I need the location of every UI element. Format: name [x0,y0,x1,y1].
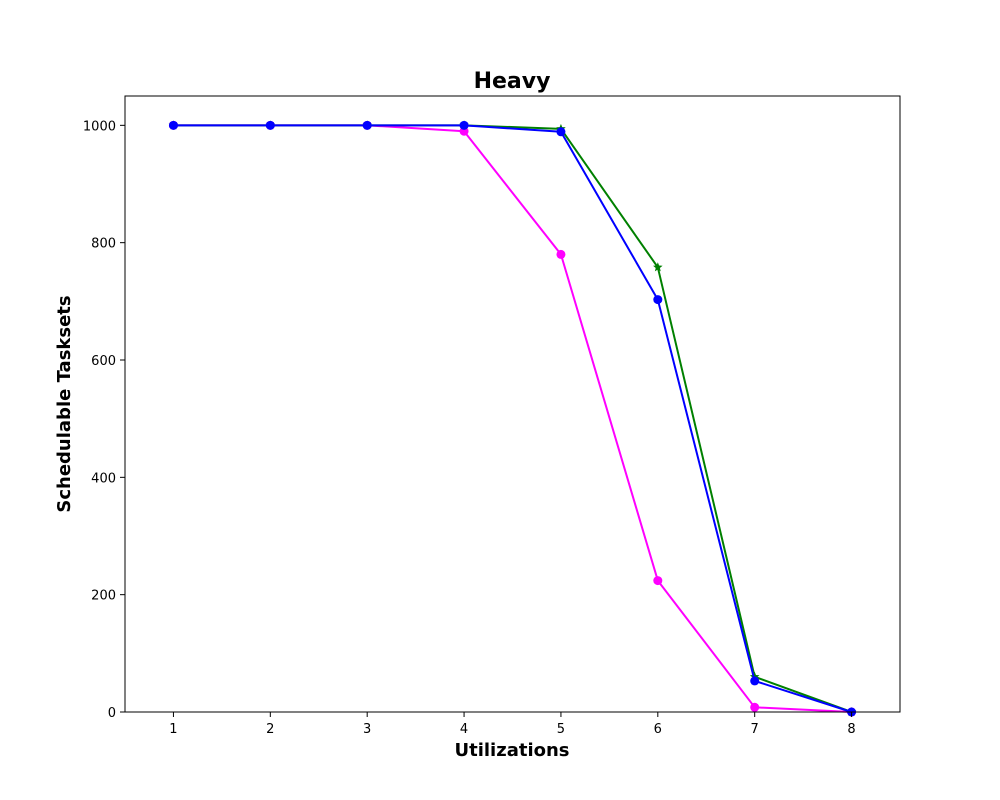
x-tick-label: 4 [460,722,468,737]
data-point-star [653,262,663,272]
data-point [168,120,178,130]
data-point [556,249,566,259]
chart-title: Heavy [474,69,551,94]
series-line [173,124,852,713]
data-point [750,702,760,712]
x-tick-label: 3 [363,722,371,737]
data-point [653,576,663,586]
x-tick-label: 7 [751,722,759,737]
x-tick-label: 8 [847,722,855,737]
data-point [459,120,469,130]
y-tick-label: 0 [108,706,116,721]
data-point [265,120,275,130]
data-point [362,120,372,130]
x-tick-label: 1 [169,722,177,737]
data-point [750,676,760,686]
data-point [556,127,566,137]
y-axis-label: Schedulable Tasksets [54,295,75,512]
y-tick-label: 800 [91,237,116,252]
x-tick-label: 5 [557,722,565,737]
x-tick-label: 2 [266,722,274,737]
y-tick-label: 400 [91,471,116,486]
data-point-star [749,671,760,681]
y-tick-label: 1000 [83,119,116,134]
series-3 [168,120,857,717]
x-axis-label: Utilizations [454,740,569,761]
x-tick-label: 6 [654,722,662,737]
plot-area [168,120,857,717]
y-tick-label: 600 [91,354,116,369]
axis-ticks: 1 2 3 4 5 6 7 8 0 200 400 600 800 1000 [83,119,856,737]
data-point [653,295,663,305]
plot-frame [124,95,901,713]
y-tick-label: 200 [91,589,116,604]
